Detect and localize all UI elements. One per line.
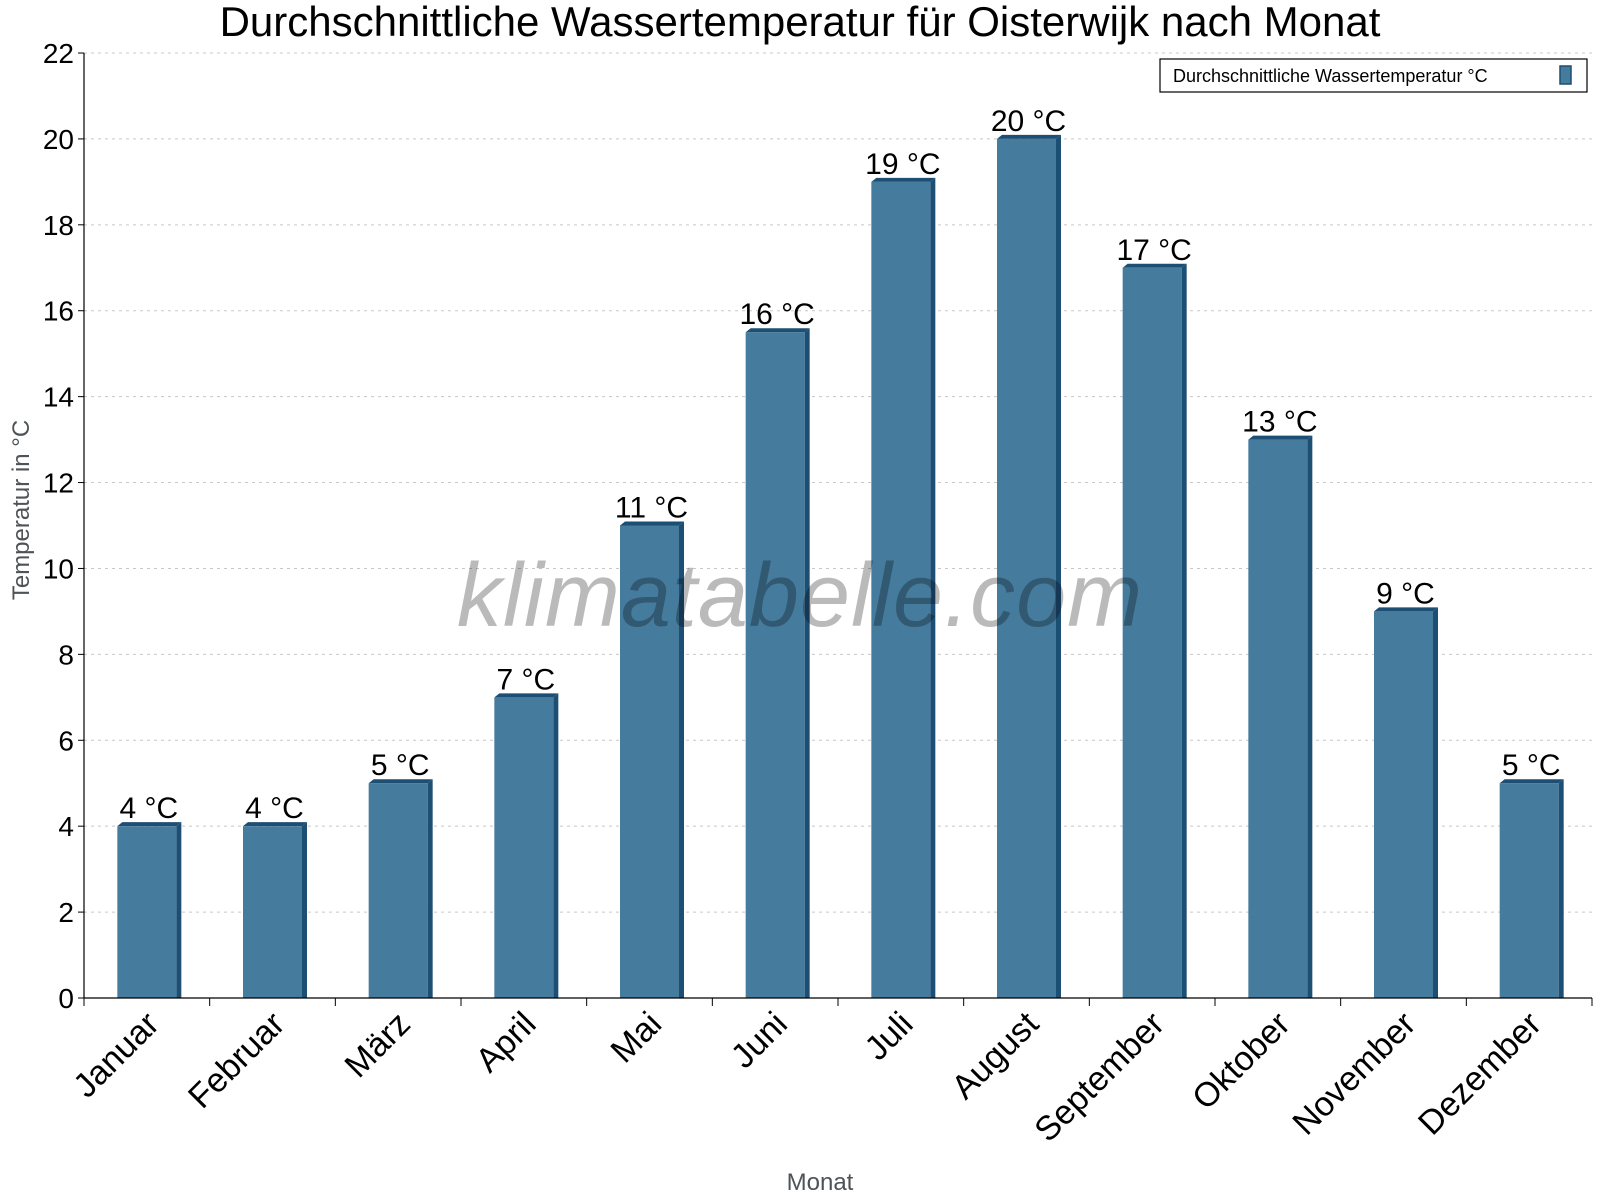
bar <box>368 779 433 998</box>
legend-swatch <box>1559 65 1572 85</box>
bar-front <box>117 826 177 998</box>
data-label: 20 °C <box>991 105 1066 138</box>
legend-box <box>1159 58 1588 93</box>
bar-front <box>1374 611 1433 998</box>
y-tick-label: 4 <box>58 811 74 842</box>
data-label: 5 °C <box>371 749 430 782</box>
bar-front <box>620 525 679 998</box>
data-label: 7 °C <box>496 663 555 696</box>
bar-side <box>176 822 182 998</box>
y-tick-label: 16 <box>43 296 74 327</box>
bar-top <box>1248 435 1313 440</box>
bar-front <box>997 138 1056 999</box>
bar-front <box>243 826 302 998</box>
legend-label: Durchschnittliche Wassertemperatur °C <box>1173 66 1488 86</box>
x-tick-label: Januar <box>66 1005 166 1105</box>
data-labels: 4 °C 4 °C 5 °C 7 °C 11 °C 16 °C 19 °C 20 °C 17 °… <box>119 105 1560 825</box>
x-tick-label: Juli <box>858 1005 921 1068</box>
bar <box>1248 435 1313 998</box>
bar-top <box>1374 607 1438 612</box>
y-tick-label: 22 <box>43 38 74 69</box>
bar-top <box>620 521 684 526</box>
x-tick-label: Dezember <box>1411 1005 1549 1143</box>
data-label: 11 °C <box>615 492 688 525</box>
y-tick-label: 20 <box>43 124 74 155</box>
bar-side <box>1056 134 1061 999</box>
data-label: 19 °C <box>865 148 940 181</box>
bar-front <box>1248 439 1308 998</box>
bar-side <box>930 177 936 998</box>
y-tick-label: 2 <box>58 897 74 928</box>
bar <box>243 822 307 998</box>
bar-side <box>302 822 307 998</box>
x-tick-label: September <box>1027 1005 1171 1149</box>
x-tick-label: November <box>1285 1005 1423 1143</box>
bar <box>1499 779 1564 998</box>
bars <box>117 134 1564 999</box>
bar-front <box>1122 267 1182 999</box>
bar <box>997 134 1061 999</box>
data-label: 16 °C <box>739 298 814 331</box>
bar-side <box>679 521 684 998</box>
bar <box>745 328 810 998</box>
bar <box>1122 263 1187 999</box>
bar-front <box>368 783 428 998</box>
x-tick-label: August <box>944 1004 1046 1106</box>
x-axis-title: Monat <box>787 1169 854 1196</box>
bar-top <box>243 822 307 827</box>
x-tick-label: Oktober <box>1185 1005 1297 1117</box>
bar-top <box>871 177 936 182</box>
watermark: klimatabelle.com <box>457 546 1143 646</box>
x-tick-labels: Januar Februar März April Mai Juni Juli AugustS… <box>66 1004 1549 1149</box>
bar-top <box>997 134 1061 139</box>
data-label: 9 °C <box>1376 577 1435 610</box>
bar-front <box>1499 783 1559 998</box>
grid <box>84 52 1592 913</box>
bar-top <box>117 822 182 827</box>
y-tick-label: 8 <box>58 639 74 670</box>
bar-top <box>1122 263 1187 268</box>
data-label: 4 °C <box>245 792 304 825</box>
y-tick-label: 12 <box>43 468 74 499</box>
y-tick-label: 6 <box>58 725 74 756</box>
bar-top <box>494 693 559 698</box>
y-axis-title: Temperatur in °C <box>8 420 35 600</box>
bar <box>871 177 936 998</box>
data-label: 13 °C <box>1242 406 1317 439</box>
bar-front <box>494 697 554 998</box>
y-tick-label: 10 <box>43 553 74 584</box>
bar-front <box>745 332 805 998</box>
x-tick-label: Mai <box>604 1005 670 1071</box>
legend: Durchschnittliche Wassertemperatur °C <box>1159 58 1588 93</box>
bar-side <box>1307 435 1313 998</box>
y-tick-label: 14 <box>43 382 74 413</box>
data-label: 4 °C <box>119 792 178 825</box>
y-tick-labels: 0 2 4 6 8 10 12 14 16 18 20 22 <box>43 38 74 1014</box>
bar <box>620 521 684 998</box>
bar-front <box>871 181 931 998</box>
bar <box>494 693 559 998</box>
data-label: 17 °C <box>1116 234 1191 267</box>
bar <box>1374 607 1438 998</box>
x-tick-label: April <box>469 1005 544 1080</box>
bar-top <box>745 328 810 333</box>
x-tick-label: Juni <box>724 1005 795 1076</box>
x-tick-label: Februar <box>181 1005 292 1116</box>
bar-side <box>1558 779 1564 998</box>
bar-side <box>427 779 433 998</box>
y-tick-label: 18 <box>43 210 74 241</box>
bar-side <box>553 693 559 998</box>
bar-side <box>1181 263 1187 999</box>
y-tick-label: 0 <box>58 983 74 1014</box>
bar-side <box>1433 607 1438 998</box>
bar-side <box>804 328 810 998</box>
bar-top <box>1499 779 1564 784</box>
bar-top <box>368 779 433 784</box>
axes <box>78 52 1593 1006</box>
bar <box>117 822 182 998</box>
data-label: 5 °C <box>1502 749 1561 782</box>
chart-title: Durchschnittliche Wassertemperatur für O… <box>220 0 1381 45</box>
x-tick-label: März <box>338 1005 418 1085</box>
